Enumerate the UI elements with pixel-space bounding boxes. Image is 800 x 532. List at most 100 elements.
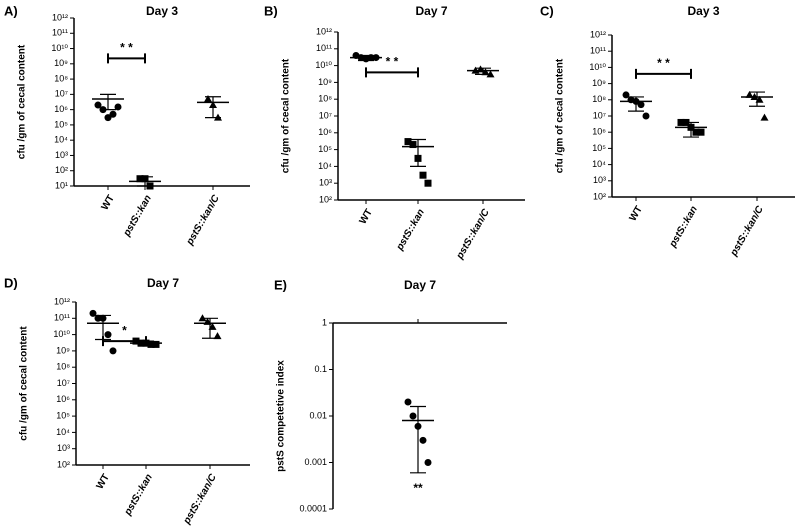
error-bar (683, 121, 699, 138)
y-tick-label: 10¹² (316, 26, 332, 36)
point (424, 179, 432, 187)
significance-bracket (635, 68, 692, 79)
panel-label: B) (264, 3, 278, 18)
y-tick-label: 10¹¹ (52, 28, 68, 38)
point (104, 114, 112, 122)
y-tick-label: 10¹ (55, 180, 68, 190)
point (745, 90, 754, 98)
y-tick-label: 1 (322, 317, 327, 327)
y-tick-label: 10¹¹ (590, 46, 606, 56)
y-tick-label: 10⁶ (56, 394, 70, 404)
y-tick-label: 10² (593, 191, 606, 201)
point (677, 118, 685, 126)
point (404, 398, 412, 406)
y-tick-label: 10⁴ (592, 159, 606, 169)
y-tick-label: 10⁴ (56, 427, 70, 437)
point (104, 331, 112, 339)
x-tick-label: WT (95, 472, 112, 491)
point (147, 340, 155, 348)
y-tick-label: 10⁸ (56, 362, 70, 372)
point (152, 340, 160, 348)
y-tick-label: 10⁵ (54, 119, 68, 129)
y-axis-label: cfu /gm of cecal content (19, 326, 30, 441)
point (404, 138, 412, 146)
y-tick-label: 10² (55, 165, 68, 175)
significance-bracket (107, 53, 146, 64)
point (204, 94, 212, 102)
y-tick-label: 10⁸ (54, 73, 68, 83)
y-tick-label: 10¹² (52, 12, 68, 22)
point (622, 91, 630, 99)
point (419, 171, 427, 179)
significance-bracket (102, 336, 147, 347)
panel: E) Day 7 pstS competetive index 0.0001 0.001… (274, 277, 507, 513)
point (409, 141, 417, 149)
error-bar (410, 405, 426, 474)
error-bar (137, 176, 153, 187)
y-tick-label: 10⁵ (592, 143, 606, 153)
y-tick-label: 10⁶ (318, 127, 332, 137)
y-tick-label: 10¹⁰ (51, 43, 68, 53)
y-tick-label: 10⁵ (318, 144, 332, 154)
y-tick-label: 10³ (55, 150, 68, 160)
y-axis-label: cfu /gm of cecal content (17, 44, 28, 159)
panel: A) Day 3 cfu /gm of cecal content 10¹ 10² 10³… (4, 3, 250, 248)
x-tick-label: pstS::kan/C (184, 193, 222, 248)
error-bar (100, 93, 116, 111)
error-bar (475, 67, 491, 75)
y-tick-label: 10⁷ (55, 89, 68, 99)
y-tick-label: 10¹⁰ (589, 62, 606, 72)
panel-label: E) (274, 277, 287, 292)
panel-label: A) (4, 3, 18, 18)
significance-label: * (122, 323, 127, 337)
y-axis-label: pstS competetive index (276, 360, 287, 472)
x-tick-label: pstS::kan (122, 472, 155, 518)
y-tick-label: 10¹² (590, 29, 606, 39)
x-tick-label: pstS::kan/C (181, 472, 219, 527)
point (136, 175, 144, 183)
x-tick-label: pstS::kan/C (454, 207, 492, 262)
panel: D) Day 7 cfu /gm of cecal content 10² 10³ 10⁴… (4, 275, 250, 527)
y-tick-label: 10³ (57, 443, 70, 453)
point (642, 112, 650, 120)
point (94, 101, 102, 109)
y-tick-label: 10¹¹ (316, 43, 332, 53)
y-tick-label: 10⁴ (318, 161, 332, 171)
significance-label: * * (386, 54, 399, 68)
point (94, 314, 102, 322)
y-axis-label: cfu /gm of cecal content (281, 58, 292, 173)
y-tick-label: 10³ (319, 178, 332, 188)
error-bar (628, 96, 644, 112)
y-tick-label: 10⁸ (592, 94, 606, 104)
point (213, 332, 222, 340)
y-axis-label: cfu /gm of cecal content (555, 58, 566, 173)
chart-title: Day 3 (687, 4, 719, 18)
significance-label: * * (120, 40, 133, 54)
y-tick-label: 0.1 (314, 364, 327, 374)
point (409, 412, 417, 420)
y-tick-label: 10¹⁰ (53, 329, 70, 339)
chart-title: Day 7 (404, 278, 436, 292)
chart-title: Day 7 (147, 276, 179, 290)
error-bar (202, 317, 218, 339)
significance-label: ** (413, 481, 423, 495)
panel: B) Day 7 cfu /gm of cecal content 10² 10³ 10⁴… (264, 3, 525, 262)
point (419, 436, 427, 444)
y-tick-label: 10⁹ (592, 78, 606, 88)
panel-label: C) (540, 3, 554, 18)
y-tick-label: 0.01 (309, 410, 327, 420)
y-tick-label: 10⁶ (54, 104, 68, 114)
y-tick-label: 10² (57, 459, 70, 469)
panel-label: D) (4, 275, 18, 290)
point (692, 128, 700, 136)
y-tick-label: 0.001 (304, 457, 327, 467)
error-bar (410, 138, 426, 167)
y-tick-label: 0.0001 (299, 503, 327, 513)
panel: C) Day 3 cfu /gm of cecal content 10² 10³ 10⁴… (540, 3, 795, 259)
point (109, 110, 117, 118)
y-tick-label: 10¹⁰ (315, 60, 332, 70)
error-bar (749, 91, 765, 107)
point (760, 113, 769, 121)
x-tick-label: WT (100, 193, 117, 212)
